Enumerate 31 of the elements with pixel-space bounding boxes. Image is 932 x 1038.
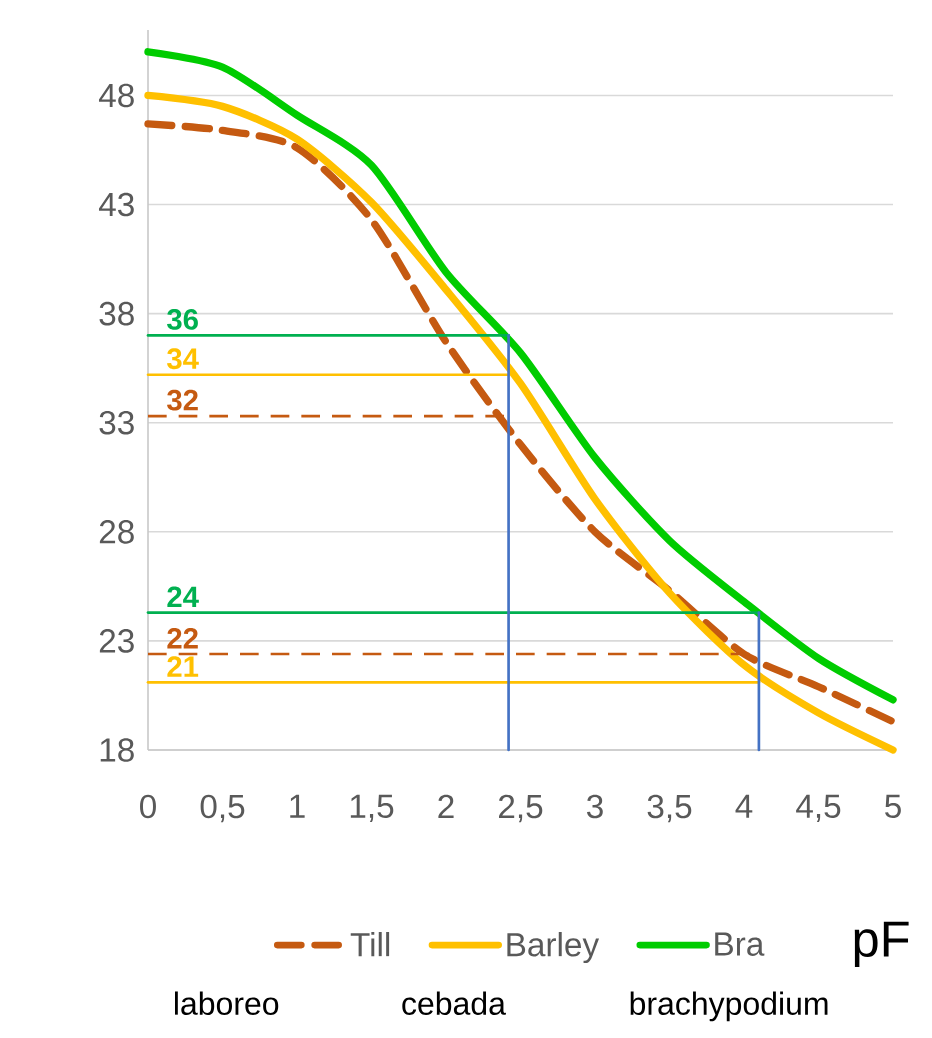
legend-label: Till [350,932,390,957]
y-tick-label: 33 [99,410,134,435]
annotation: 24 [167,586,199,607]
x-tick-label: 4,5 [796,794,841,822]
text: laboreo [175,991,279,1015]
x-tick-label: 3,5 [647,794,692,823]
y-tick-label: 43 [98,192,134,217]
text: brachypodium [630,991,828,1022]
legend-label: Bra [715,932,765,956]
x-tick-label: 0,5 [200,794,245,823]
annotation: 32 [167,389,198,411]
text: cebada [402,991,506,1015]
x-tick-label: 2 [438,794,454,818]
x-tick-label: 4 [735,794,753,818]
annotation: 36 [167,309,198,330]
x-tick-label: 1,5 [350,794,394,822]
x-tick-label: 1 [290,794,305,818]
x-tick-label: 2,5 [499,794,543,823]
annotation: 34 [167,348,199,370]
y-tick-label: 38 [99,301,134,326]
y-tick-label: 23 [99,629,134,653]
x-axis-title: pF [854,921,909,968]
y-tick-label: 18 [100,738,134,762]
x-tick-label: 3 [587,794,603,819]
y-tick-label: 28 [99,520,134,544]
legend-label: Barley [507,932,600,964]
annotation: 21 [167,656,199,677]
x-tick-label: 0 [140,794,156,819]
x-tick-label: 5 [885,794,901,818]
y-tick-label: 48 [98,83,134,108]
annotation: 22 [167,627,198,649]
